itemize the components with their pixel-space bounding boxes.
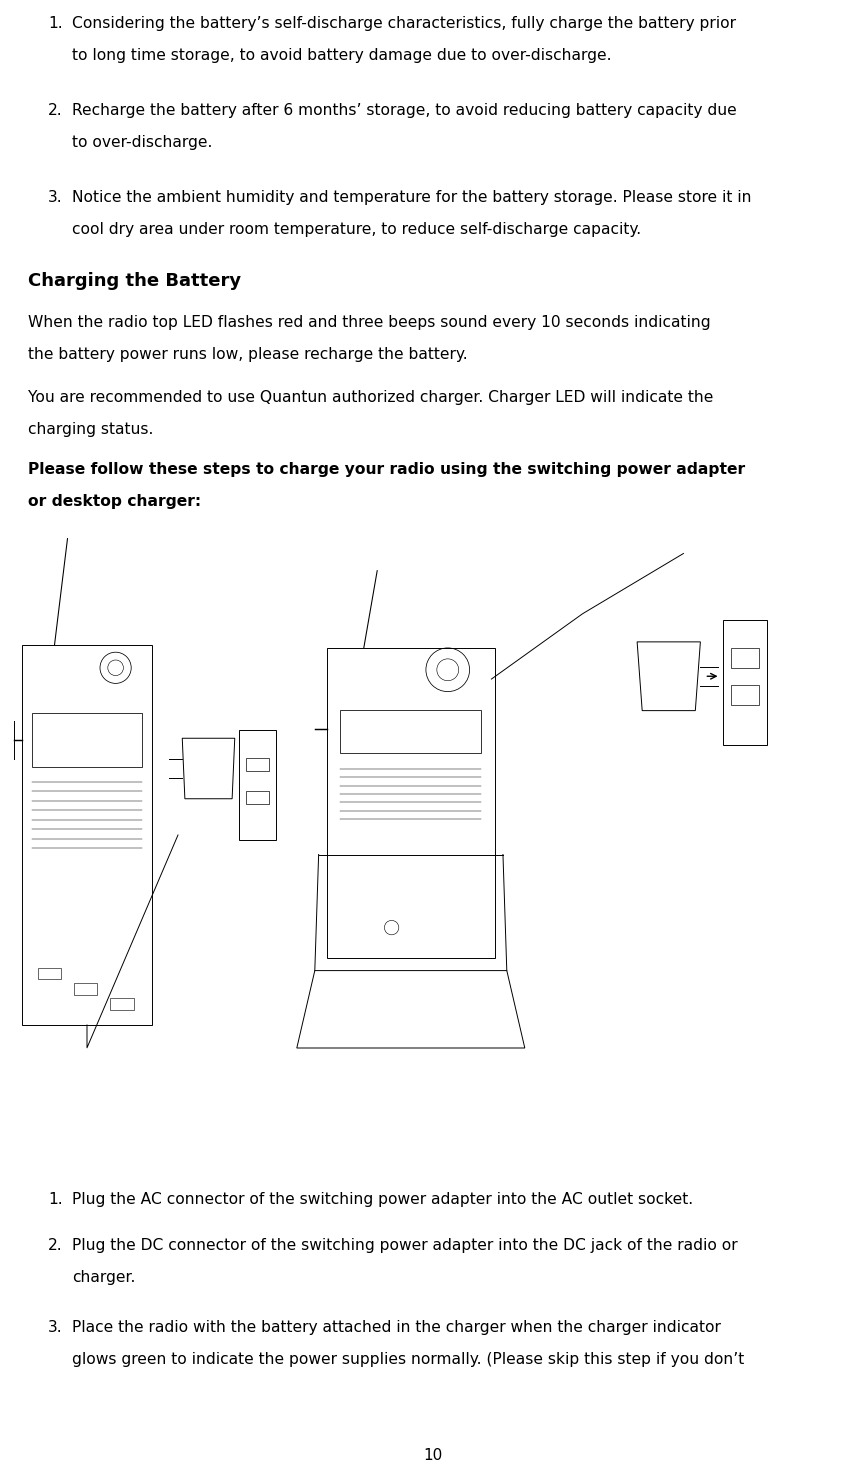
Text: When the radio top LED flashes red and three beeps sound every 10 seconds indica: When the radio top LED flashes red and t…: [28, 315, 711, 330]
Text: to long time storage, to avoid battery damage due to over-discharge.: to long time storage, to avoid battery d…: [72, 47, 612, 64]
Text: 2.: 2.: [48, 1237, 62, 1254]
Text: Notice the ambient humidity and temperature for the battery storage. Please stor: Notice the ambient humidity and temperat…: [72, 189, 752, 206]
Text: to over-discharge.: to over-discharge.: [72, 135, 213, 149]
Text: Considering the battery’s self-discharge characteristics, fully charge the batte: Considering the battery’s self-discharge…: [72, 16, 736, 31]
Text: glows green to indicate the power supplies normally. (Please skip this step if y: glows green to indicate the power suppli…: [72, 1353, 744, 1368]
Text: 1.: 1.: [48, 1191, 62, 1208]
Text: 10: 10: [423, 1447, 442, 1464]
Text: 3.: 3.: [48, 189, 62, 206]
Text: the battery power runs low, please recharge the battery.: the battery power runs low, please recha…: [28, 346, 468, 363]
Text: Plug the DC connector of the switching power adapter into the DC jack of the rad: Plug the DC connector of the switching p…: [72, 1237, 738, 1254]
Text: Recharge the battery after 6 months’ storage, to avoid reducing battery capacity: Recharge the battery after 6 months’ sto…: [72, 104, 737, 118]
Text: 2.: 2.: [48, 104, 62, 118]
Text: Plug the AC connector of the switching power adapter into the AC outlet socket.: Plug the AC connector of the switching p…: [72, 1191, 693, 1208]
Text: Charging the Battery: Charging the Battery: [28, 272, 241, 290]
Text: cool dry area under room temperature, to reduce self-discharge capacity.: cool dry area under room temperature, to…: [72, 222, 641, 237]
Text: Place the radio with the battery attached in the charger when the charger indica: Place the radio with the battery attache…: [72, 1320, 721, 1335]
Text: charger.: charger.: [72, 1270, 136, 1285]
Text: You are recommended to use Quantun authorized charger. Charger LED will indicate: You are recommended to use Quantun autho…: [28, 391, 714, 406]
Text: charging status.: charging status.: [28, 422, 153, 437]
Text: 1.: 1.: [48, 16, 62, 31]
Text: Please follow these steps to charge your radio using the switching power adapter: Please follow these steps to charge your…: [28, 462, 745, 477]
Text: or desktop charger:: or desktop charger:: [28, 494, 202, 509]
Text: 3.: 3.: [48, 1320, 62, 1335]
